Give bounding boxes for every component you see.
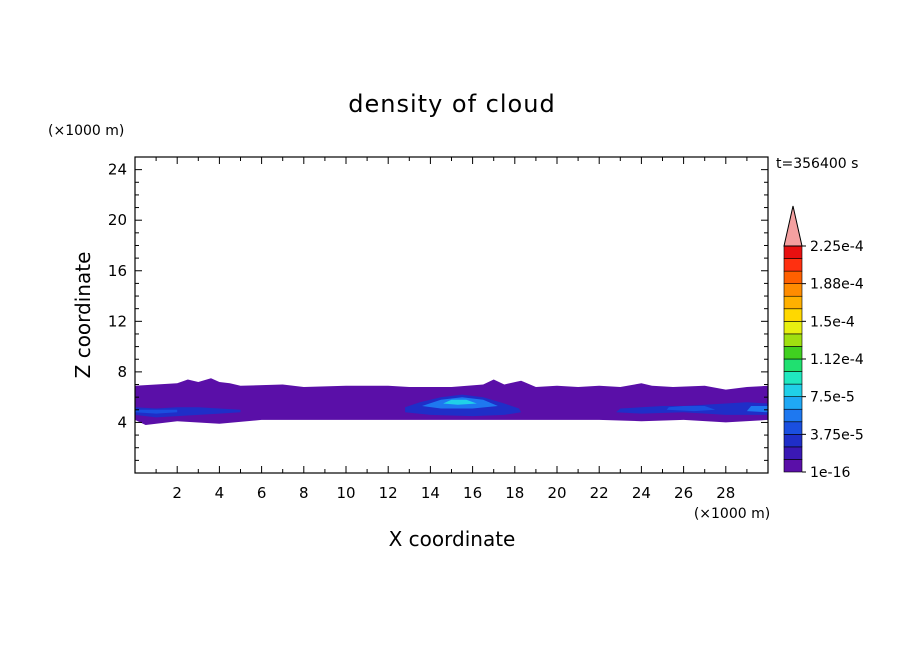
x-tick-label: 8 xyxy=(299,484,309,502)
colorbar-label: 1e-16 xyxy=(810,465,850,481)
contour-region-right-core-inner xyxy=(666,406,716,412)
colorbar-swatch xyxy=(783,446,803,460)
y-tick-label: 4 xyxy=(117,413,127,431)
x-tick-label: 16 xyxy=(463,484,482,502)
y-tick-label: 20 xyxy=(108,211,127,229)
colorbar-swatch xyxy=(783,459,803,473)
colorbar-swatch xyxy=(783,383,803,397)
colorbar-swatch xyxy=(783,295,803,310)
y-axis-label: Z coordinate xyxy=(71,252,95,379)
plot-regions xyxy=(135,378,768,425)
colorbar-swatch xyxy=(783,358,803,372)
contour-region-right-edge-inner xyxy=(746,406,768,413)
x-tick-label: 4 xyxy=(215,484,225,502)
x-tick-label: 12 xyxy=(379,484,398,502)
x-tick-label: 18 xyxy=(505,484,524,502)
y-tick-label: 12 xyxy=(108,312,127,330)
colorbar-swatch xyxy=(783,371,803,385)
x-tick-label: 10 xyxy=(336,484,355,502)
x-unit-label: (×1000 m) xyxy=(694,506,770,522)
colorbar-label: 3.75e-5 xyxy=(810,427,864,443)
colorbar-swatch xyxy=(783,434,803,448)
colorbar-swatch xyxy=(783,321,803,335)
y-tick-label: 16 xyxy=(108,262,127,280)
colorbar-swatch xyxy=(783,270,803,284)
colorbar-swatch xyxy=(783,245,803,259)
y-tick-label: 24 xyxy=(108,161,127,179)
colorbar-swatch xyxy=(783,308,803,322)
x-tick-label: 2 xyxy=(172,484,182,502)
contour-region-left-core-inner xyxy=(135,409,178,414)
x-axis-label: X coordinate xyxy=(389,527,516,551)
colorbar-swatch xyxy=(783,408,803,423)
colorbar: 1e-16 3.75e-5 7.5e-5 1.12e-4 1.5e-4 1.88e-4 2.… xyxy=(783,205,864,481)
x-axis-ticks: 2 4 6 8 10 12 14 16 18 20 22 24 26 28 xyxy=(155,157,748,502)
y-tick-label: 8 xyxy=(117,363,127,381)
y-axis-ticks: 4 8 12 16 20 24 xyxy=(108,161,768,461)
time-label: t=356400 s xyxy=(776,156,858,172)
colorbar-swatch xyxy=(783,396,803,410)
chart-title: density of cloud xyxy=(348,90,555,118)
y-unit-label: (×1000 m) xyxy=(48,123,124,139)
colorbar-swatch xyxy=(783,421,803,435)
contour-region-center-core-peak xyxy=(443,399,477,405)
colorbar-label: 1.5e-4 xyxy=(810,314,855,330)
x-tick-label: 26 xyxy=(674,484,693,502)
colorbar-label: 7.5e-5 xyxy=(810,390,855,406)
colorbar-swatch xyxy=(783,283,803,297)
colorbar-label: 1.88e-4 xyxy=(810,277,864,293)
colorbar-label: 1.12e-4 xyxy=(810,352,864,368)
colorbar-swatch xyxy=(783,258,803,272)
x-tick-label: 14 xyxy=(421,484,440,502)
colorbar-label: 2.25e-4 xyxy=(810,239,864,255)
colorbar-swatch xyxy=(783,333,803,347)
colorbar-extend-arrow xyxy=(783,205,803,247)
plot-frame xyxy=(134,156,769,474)
x-tick-label: 22 xyxy=(590,484,609,502)
colorbar-swatch xyxy=(783,346,803,360)
x-tick-label: 20 xyxy=(547,484,566,502)
x-tick-label: 28 xyxy=(716,484,735,502)
x-tick-label: 24 xyxy=(632,484,651,502)
x-tick-label: 6 xyxy=(257,484,267,502)
